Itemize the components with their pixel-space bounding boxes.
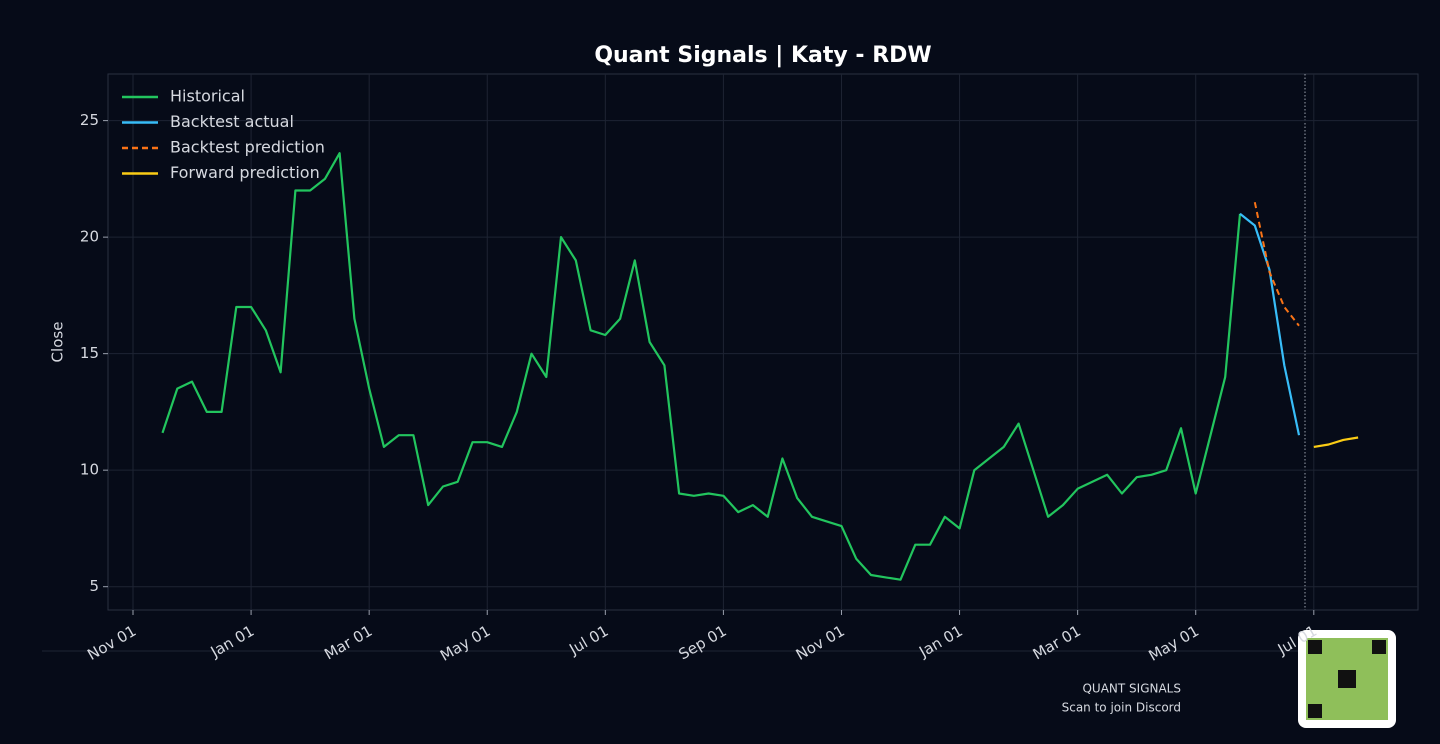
qr-code	[1298, 630, 1396, 728]
plot-area	[107, 73, 1419, 611]
x-tick-label: Mar 01	[1030, 622, 1084, 664]
legend-label: Historical	[170, 87, 245, 106]
chart-title: Quant Signals | Katy - RDW	[594, 43, 931, 68]
x-tick-label: Nov 01	[84, 622, 139, 664]
y-tick-label: 10	[80, 461, 99, 479]
y-tick-label: 20	[80, 228, 99, 246]
x-tick-label: Jul 01	[565, 622, 611, 659]
qr-logo	[1338, 670, 1356, 688]
series-line	[161, 152, 1242, 581]
series-line	[1239, 212, 1301, 436]
x-tick-label: Jan 01	[207, 622, 258, 662]
series-line	[1253, 201, 1300, 327]
x-tick-label: May 01	[1145, 622, 1202, 665]
y-tick-label: 25	[80, 111, 99, 129]
footer-brand: QUANT SIGNALS	[1082, 682, 1181, 696]
y-tick-label: 15	[80, 344, 99, 362]
footer-caption: Scan to join Discord	[1062, 701, 1181, 715]
x-tick-label: Mar 01	[321, 622, 375, 664]
y-tick-label: 5	[89, 577, 99, 595]
x-tick-label: Sep 01	[675, 622, 729, 664]
x-tick-label: Nov 01	[793, 622, 848, 664]
qr-finder	[1308, 640, 1322, 654]
x-tick-label: Jan 01	[915, 622, 966, 662]
qr-finder	[1372, 640, 1386, 654]
series-line	[1313, 436, 1359, 448]
x-tick-label: May 01	[437, 622, 494, 665]
legend-label: Backtest prediction	[170, 138, 325, 157]
qr-finder	[1308, 704, 1322, 718]
y-axis-label: Close	[49, 322, 67, 363]
legend-label: Forward prediction	[170, 163, 320, 182]
legend-label: Backtest actual	[170, 112, 294, 131]
grid	[108, 74, 1418, 610]
